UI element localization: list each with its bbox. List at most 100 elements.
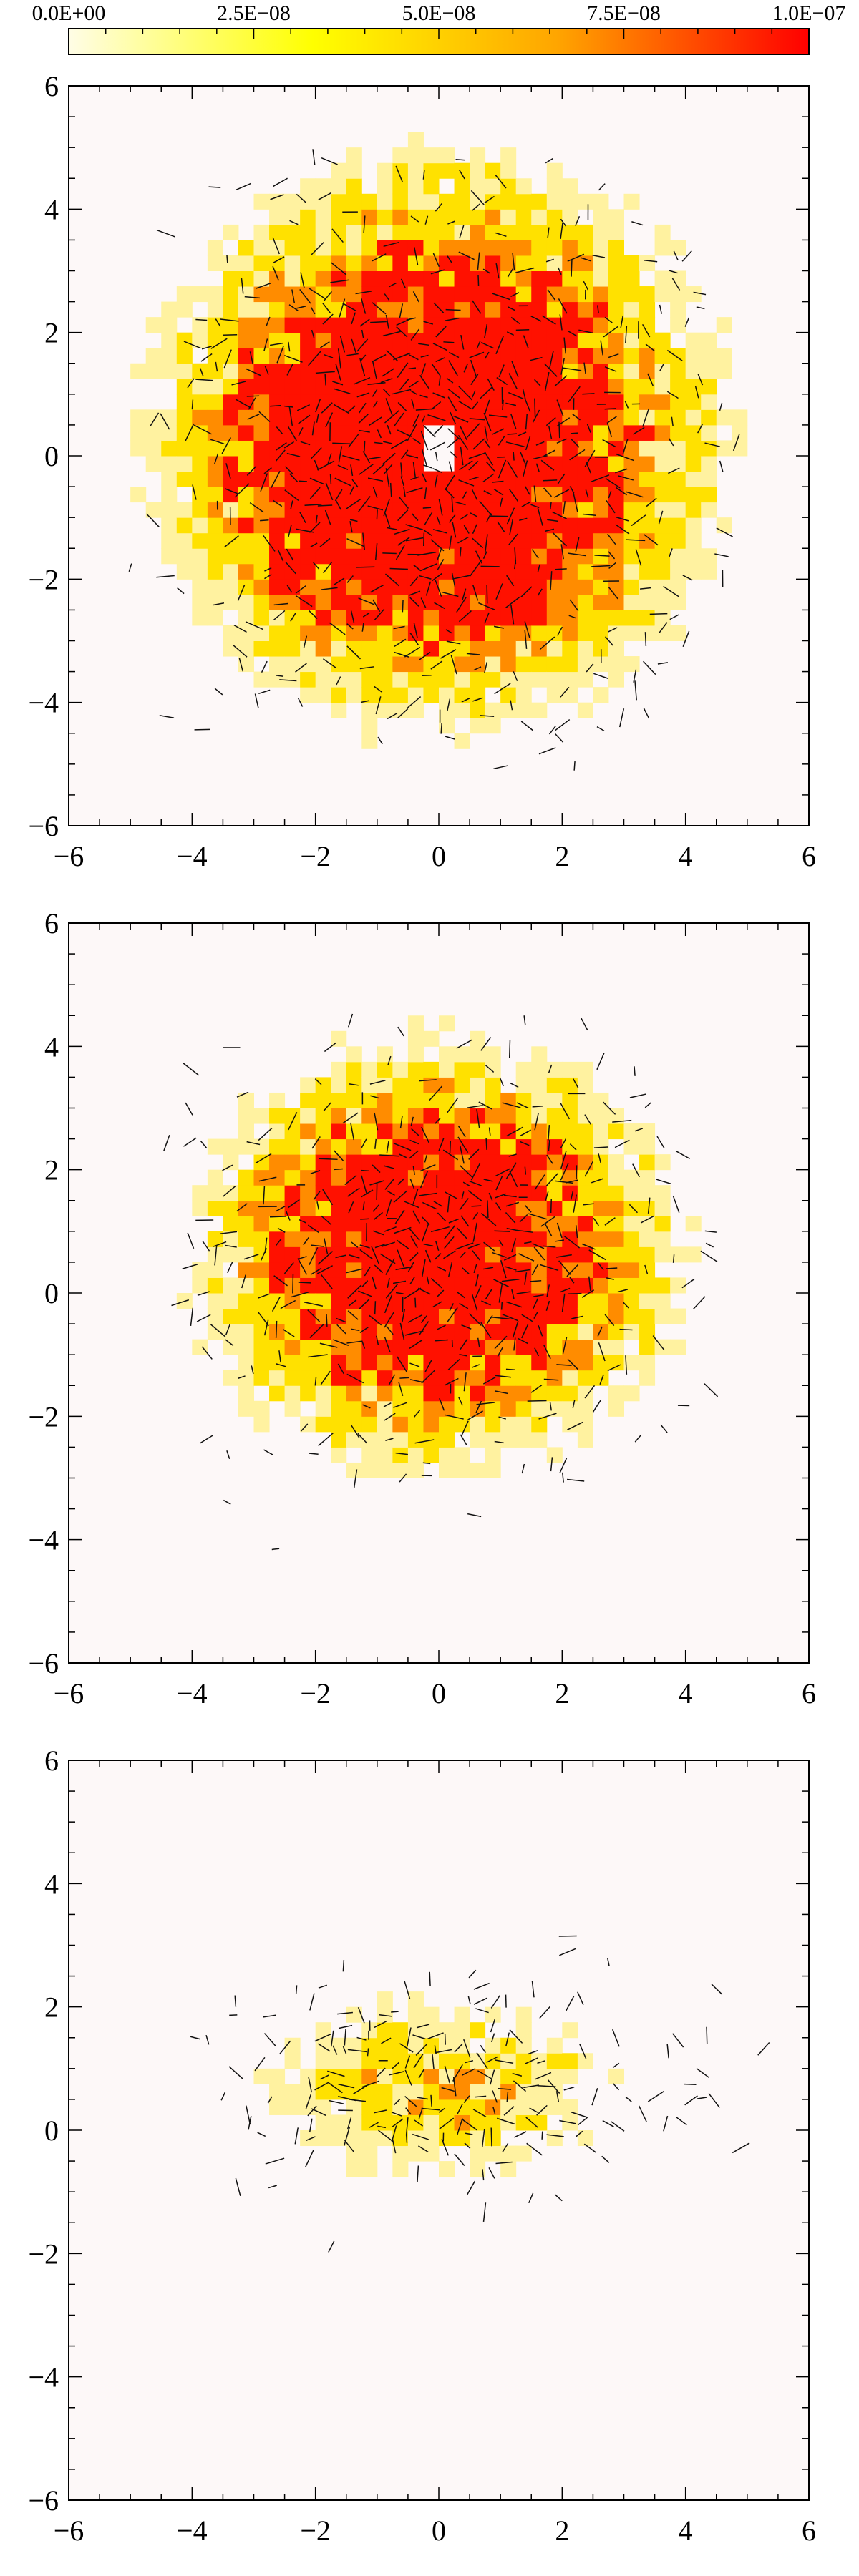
- heat-cell: [562, 517, 578, 534]
- heat-cell: [392, 702, 409, 718]
- heat-cell: [454, 2084, 470, 2100]
- vector-segment: [449, 451, 458, 459]
- vector-segment: [190, 1307, 194, 1327]
- heat-cell: [639, 1324, 656, 1340]
- vector-segment: [420, 597, 427, 608]
- heat-cell: [577, 471, 593, 487]
- vector-segment: [615, 468, 628, 474]
- heat-cell: [238, 1246, 254, 1263]
- heat-cell: [608, 317, 624, 333]
- vector-segment: [334, 477, 351, 487]
- vector-segment: [506, 507, 515, 525]
- heat-cell: [439, 671, 455, 688]
- heat-cell: [331, 1231, 347, 1247]
- vector-segment: [303, 1236, 309, 1246]
- vector-segment: [492, 1252, 507, 1258]
- heat-cell: [315, 1277, 331, 1294]
- vector-segment: [597, 1326, 603, 1337]
- heat-cell: [593, 1339, 609, 1355]
- vector-segment: [156, 229, 175, 238]
- heat-cell: [546, 517, 563, 534]
- vector-segment: [543, 1378, 559, 1381]
- heat-cell: [346, 1216, 362, 1232]
- heat-cell: [639, 471, 656, 487]
- heat-cell: [361, 348, 378, 364]
- heat-cell: [207, 563, 223, 580]
- vector-segment: [372, 487, 378, 499]
- vector-segment: [236, 1203, 248, 1212]
- heat-cell: [238, 1277, 254, 1294]
- heat-cell: [315, 487, 331, 503]
- heat-cell: [284, 240, 301, 256]
- vector-segment: [514, 2131, 527, 2138]
- vector-segment: [498, 1239, 504, 1247]
- vector-segment: [461, 697, 470, 703]
- vector-segment: [647, 1197, 651, 1214]
- heat-cell: [407, 610, 424, 626]
- heat-cell: [361, 1169, 378, 1186]
- heat-cell: [207, 440, 223, 457]
- vector-segment: [329, 622, 346, 635]
- heat-cell: [238, 317, 254, 333]
- vector-segment: [318, 1984, 327, 1989]
- vector-segment: [419, 374, 430, 390]
- heat-cell: [207, 317, 223, 333]
- vector-segment: [197, 1291, 210, 1297]
- heat-cell: [623, 424, 640, 441]
- heat-cell: [562, 224, 578, 240]
- vector-segment: [421, 1370, 435, 1384]
- heat-cell: [439, 610, 455, 626]
- heat-cell: [423, 224, 440, 240]
- vector-segment: [385, 1199, 392, 1216]
- vector-segment: [266, 316, 271, 326]
- heat-cell: [546, 456, 563, 472]
- heat-cell: [377, 240, 393, 256]
- heat-cell: [423, 1416, 440, 1433]
- vector-segment: [400, 462, 403, 477]
- vector-segment: [555, 718, 571, 731]
- heat-cell: [670, 594, 686, 610]
- heat-cell: [546, 1185, 563, 1201]
- heat-cell: [407, 1138, 424, 1155]
- vector-segment: [361, 1341, 366, 1349]
- vector-segment: [490, 2018, 496, 2033]
- vector-segment: [471, 1294, 478, 1311]
- vector-segment: [638, 2105, 647, 2122]
- heat-cell: [623, 1262, 640, 1278]
- vector-segment: [394, 528, 410, 535]
- heat-cell: [577, 301, 593, 318]
- vector-segment: [506, 575, 515, 587]
- heat-cell: [377, 2068, 393, 2084]
- heat-cell: [253, 1277, 270, 1294]
- heat-cell: [470, 2161, 486, 2177]
- heat-cell: [315, 2130, 331, 2147]
- heat-cell: [608, 1169, 624, 1186]
- vector-segment: [225, 463, 231, 479]
- heat-cell: [685, 517, 702, 534]
- heat-cell: [331, 1123, 347, 1140]
- heat-cell: [223, 270, 239, 287]
- vector-segment: [350, 1122, 355, 1141]
- x-tick-label: 4: [679, 2514, 693, 2547]
- heat-cell: [470, 1462, 486, 1478]
- heat-cell: [300, 193, 316, 210]
- vector-segment: [445, 1414, 464, 1420]
- heat-cell: [562, 1277, 578, 1294]
- heat-cell: [515, 1185, 532, 1201]
- heat-cell: [562, 240, 578, 256]
- heat-cell: [577, 1324, 593, 1340]
- heat-cell: [562, 1400, 578, 1417]
- vector-segment: [264, 366, 269, 375]
- heat-cell: [670, 1339, 686, 1355]
- heat-cell: [439, 1431, 455, 1448]
- heat-cell: [331, 1324, 347, 1340]
- vector-segment: [393, 2099, 401, 2106]
- heat-cell: [531, 270, 548, 287]
- heat-cell: [577, 1416, 593, 1433]
- heat-cell: [439, 2084, 455, 2100]
- heat-cell: [361, 1108, 378, 1124]
- heat-cell: [670, 301, 686, 318]
- vector-segment: [353, 2085, 367, 2095]
- heat-cell: [300, 594, 316, 610]
- vector-segment: [190, 2036, 200, 2040]
